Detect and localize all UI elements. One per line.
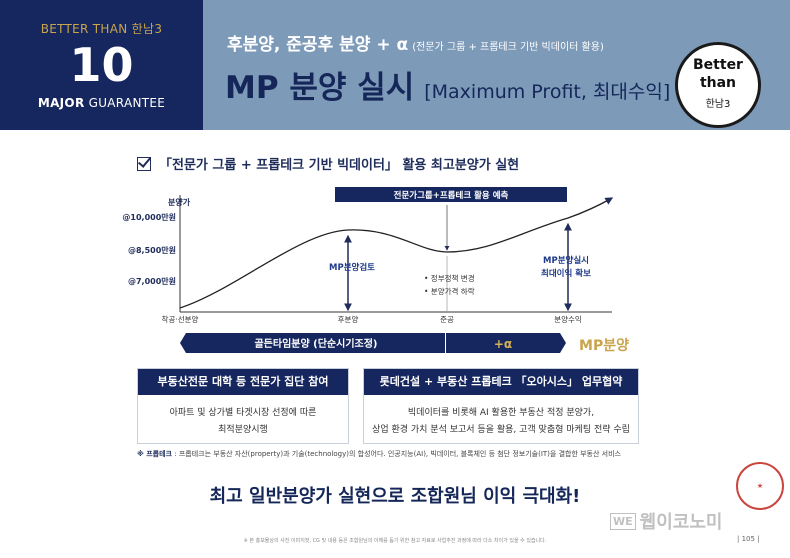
- y-tick-label: @8,500만원: [128, 245, 176, 255]
- proptech-agreement-box: 롯데건설 + 부동산 프롭테크 「오아시스」 업무협약 빅데이터를 비롯해 AI…: [363, 368, 639, 444]
- box-title: 부동산전문 대학 등 전문가 집단 참여: [138, 369, 348, 395]
- slogan: 최고 일반분양가 실현으로 조합원님 이익 극대화!: [209, 486, 581, 507]
- phase-label: +α: [494, 337, 512, 351]
- prediction-label: 전문가그룹+프롭테크 활용 예측: [394, 190, 509, 201]
- page-title-bracket: [Maximum Profit, 최대수익]: [424, 81, 671, 103]
- header-left-panel: BETTER THAN 한남3 10 MAJOR GUARANTEE: [0, 0, 203, 130]
- y-tick-label: @7,000만원: [128, 276, 176, 286]
- peak-annotation: MP분양검토: [329, 262, 375, 273]
- price-curve: [179, 197, 614, 309]
- section-title: 「전문가 그룹 + 프롭테크 기반 빅데이터」 활용 최고분양가 실현: [137, 154, 519, 173]
- phase-label: 골든타임분양 (단순시기조정): [254, 337, 377, 350]
- guarantee-number: 10: [69, 38, 134, 92]
- header-subtitle-paren: (전문가 그룹 + 프롭테크 기반 빅데이터 활용): [412, 42, 604, 53]
- page-number: | 105 |: [737, 535, 760, 543]
- box-body: 아파트 및 상가별 타겟시장 선정에 따른 최적분양시행: [169, 408, 317, 435]
- phase-golden-time: [180, 333, 445, 353]
- box-title: 롯데건설 + 부동산 프롭테크 「오아시스」 업무협약: [364, 369, 638, 395]
- watermark: WE 웹이코노미: [610, 508, 722, 534]
- phase-label: MP분양: [579, 338, 629, 354]
- expert-group-box: 부동산전문 대학 등 전문가 집단 참여 아파트 및 상가별 타겟시장 선정에 …: [137, 368, 349, 444]
- seal-stamp-icon: ★: [736, 462, 784, 510]
- checkbox-icon: [137, 156, 151, 171]
- better-than-badge: Better than 한남3: [675, 42, 761, 128]
- phase-plus-alpha: [446, 333, 566, 353]
- x-tick-label: 착공·선분양: [162, 315, 199, 324]
- y-axis-label: 분양가: [168, 197, 191, 207]
- footer-disclaimer: ※ 본 홍보물상의 사진 이미지컷, CG 및 내용 등은 조합원님의 이해를 …: [243, 538, 547, 544]
- prediction-banner: [335, 187, 567, 202]
- trough-bullet: • 분양가격 하락: [424, 286, 475, 296]
- page-title: MP 분양 실시 [Maximum Profit, 최대수익]: [225, 70, 671, 106]
- x-tick-label: 분양수익: [554, 314, 582, 324]
- y-tick-label: @10,000만원: [122, 212, 176, 222]
- x-tick-label: 후분양: [338, 315, 359, 324]
- final-annotation-line1: MP분양실시: [543, 255, 589, 266]
- header-subtitle: 후분양, 준공후 분양 + α (전문가 그룹 + 프롭테크 기반 빅데이터 활용…: [227, 35, 604, 55]
- x-tick-label: 준공: [440, 315, 454, 324]
- final-annotation-line2: 최대이익 확보: [541, 268, 591, 279]
- better-than-label: BETTER THAN 한남3: [40, 22, 163, 36]
- trough-bullet: • 정부정책 변경: [424, 273, 475, 283]
- major-guarantee-label: MAJOR GUARANTEE: [37, 96, 166, 110]
- box-body: 빅데이터를 비롯해 AI 활용한 부동산 적정 분양가, 상업 환경 가치 분석…: [372, 408, 630, 435]
- proptech-note: ※ 프롭테크 : 프롭테크는 부동산 자산(property)과 기술(tech…: [137, 450, 621, 458]
